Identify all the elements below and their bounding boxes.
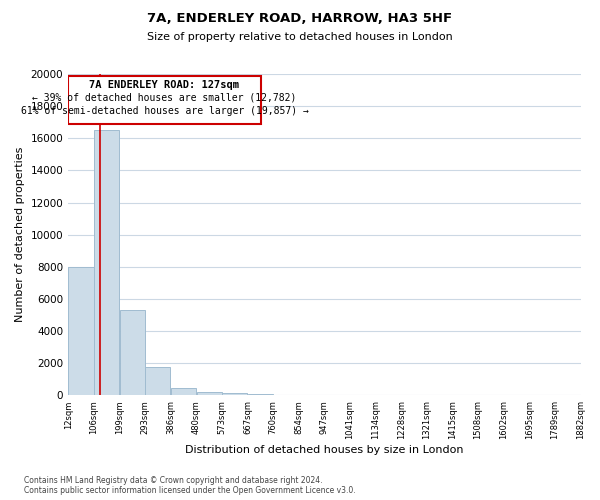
- Y-axis label: Number of detached properties: Number of detached properties: [15, 147, 25, 322]
- Bar: [68, 267, 94, 396]
- X-axis label: Distribution of detached houses by size in London: Distribution of detached houses by size …: [185, 445, 464, 455]
- Bar: [171, 388, 196, 396]
- Bar: [248, 394, 273, 396]
- Text: 7A, ENDERLEY ROAD, HARROW, HA3 5HF: 7A, ENDERLEY ROAD, HARROW, HA3 5HF: [148, 12, 452, 26]
- Bar: [145, 368, 170, 396]
- FancyBboxPatch shape: [68, 76, 261, 124]
- Text: ← 39% of detached houses are smaller (12,782): ← 39% of detached houses are smaller (12…: [32, 92, 296, 102]
- Bar: [94, 130, 119, 396]
- Bar: [119, 310, 145, 396]
- Bar: [222, 393, 247, 396]
- Text: 61% of semi-detached houses are larger (19,857) →: 61% of semi-detached houses are larger (…: [20, 106, 308, 116]
- Text: Contains public sector information licensed under the Open Government Licence v3: Contains public sector information licen…: [24, 486, 356, 495]
- Text: Contains HM Land Registry data © Crown copyright and database right 2024.: Contains HM Land Registry data © Crown c…: [24, 476, 323, 485]
- Text: Size of property relative to detached houses in London: Size of property relative to detached ho…: [147, 32, 453, 42]
- Bar: [197, 392, 221, 396]
- Text: 7A ENDERLEY ROAD: 127sqm: 7A ENDERLEY ROAD: 127sqm: [89, 80, 239, 90]
